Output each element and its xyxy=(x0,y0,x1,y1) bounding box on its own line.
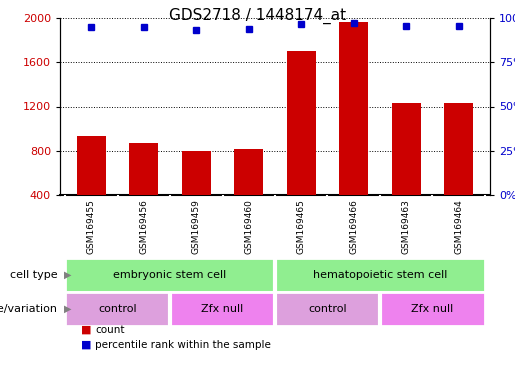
Bar xyxy=(77,136,106,195)
Text: embryonic stem cell: embryonic stem cell xyxy=(113,270,227,280)
Text: control: control xyxy=(308,304,347,314)
Text: GSM169456: GSM169456 xyxy=(140,199,148,254)
Text: ■: ■ xyxy=(81,324,91,334)
Text: ■: ■ xyxy=(81,340,91,350)
Text: Zfx null: Zfx null xyxy=(201,304,244,314)
Bar xyxy=(380,292,485,326)
Text: control: control xyxy=(98,304,137,314)
Text: GSM169466: GSM169466 xyxy=(349,199,358,254)
Text: GSM169459: GSM169459 xyxy=(192,199,201,254)
Text: Zfx null: Zfx null xyxy=(411,304,453,314)
Bar xyxy=(170,292,275,326)
Bar xyxy=(65,258,275,292)
Bar xyxy=(275,258,485,292)
Text: GDS2718 / 1448174_at: GDS2718 / 1448174_at xyxy=(169,8,346,24)
Text: GSM169455: GSM169455 xyxy=(87,199,96,254)
Bar xyxy=(392,103,421,195)
Text: ▶: ▶ xyxy=(64,270,72,280)
Bar xyxy=(339,22,368,195)
Text: percentile rank within the sample: percentile rank within the sample xyxy=(95,340,271,350)
Bar xyxy=(234,149,263,195)
Text: GSM169465: GSM169465 xyxy=(297,199,306,254)
Bar xyxy=(287,51,316,195)
Bar xyxy=(444,103,473,195)
Text: GSM169463: GSM169463 xyxy=(402,199,410,254)
Text: genotype/variation: genotype/variation xyxy=(0,304,58,314)
Text: GSM169464: GSM169464 xyxy=(454,199,463,254)
Bar xyxy=(65,292,170,326)
Text: ▶: ▶ xyxy=(64,304,72,314)
Text: hematopoietic stem cell: hematopoietic stem cell xyxy=(313,270,447,280)
Text: cell type: cell type xyxy=(10,270,58,280)
Bar xyxy=(182,151,211,195)
Text: GSM169460: GSM169460 xyxy=(244,199,253,254)
Bar xyxy=(275,292,380,326)
Text: count: count xyxy=(95,324,125,334)
Bar xyxy=(129,143,158,195)
